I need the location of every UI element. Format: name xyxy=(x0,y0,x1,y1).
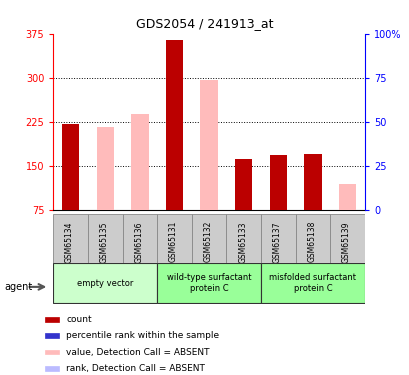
Bar xyxy=(157,263,261,303)
Bar xyxy=(88,214,122,262)
Bar xyxy=(200,80,217,210)
Text: GSM65133: GSM65133 xyxy=(238,221,247,262)
Text: GSM65131: GSM65131 xyxy=(169,221,178,262)
Text: GSM65134: GSM65134 xyxy=(65,221,74,262)
Text: wild-type surfactant
protein C: wild-type surfactant protein C xyxy=(166,273,251,293)
Bar xyxy=(338,184,355,210)
Bar xyxy=(226,214,261,262)
Bar xyxy=(131,114,148,210)
Text: empty vector: empty vector xyxy=(77,279,133,288)
Bar xyxy=(122,214,157,262)
Text: GDS2054 / 241913_at: GDS2054 / 241913_at xyxy=(136,17,273,30)
Bar xyxy=(62,124,79,210)
Bar xyxy=(165,40,183,210)
Bar xyxy=(45,333,59,338)
Text: GSM65137: GSM65137 xyxy=(272,221,281,262)
Bar xyxy=(330,214,364,262)
Bar xyxy=(45,317,59,322)
Text: rank, Detection Call = ABSENT: rank, Detection Call = ABSENT xyxy=(66,364,204,373)
Bar xyxy=(45,350,59,354)
Text: count: count xyxy=(66,315,92,324)
Text: agent: agent xyxy=(4,282,32,292)
Text: GSM65132: GSM65132 xyxy=(203,221,212,262)
Text: percentile rank within the sample: percentile rank within the sample xyxy=(66,332,219,340)
Text: GSM65136: GSM65136 xyxy=(134,221,143,262)
Bar xyxy=(295,214,330,262)
Bar xyxy=(303,154,321,210)
Bar xyxy=(234,159,252,210)
Bar xyxy=(53,263,157,303)
Text: value, Detection Call = ABSENT: value, Detection Call = ABSENT xyxy=(66,348,209,357)
Bar xyxy=(45,366,59,370)
Text: misfolded surfactant
protein C: misfolded surfactant protein C xyxy=(269,273,355,293)
Text: GSM65135: GSM65135 xyxy=(99,221,108,262)
Bar xyxy=(261,263,364,303)
Text: GSM65138: GSM65138 xyxy=(307,221,316,262)
Text: GSM65139: GSM65139 xyxy=(341,221,350,262)
Bar xyxy=(97,127,114,210)
Bar xyxy=(261,214,295,262)
Bar xyxy=(191,214,226,262)
Bar xyxy=(157,214,191,262)
Bar xyxy=(269,155,286,210)
Bar xyxy=(53,214,88,262)
